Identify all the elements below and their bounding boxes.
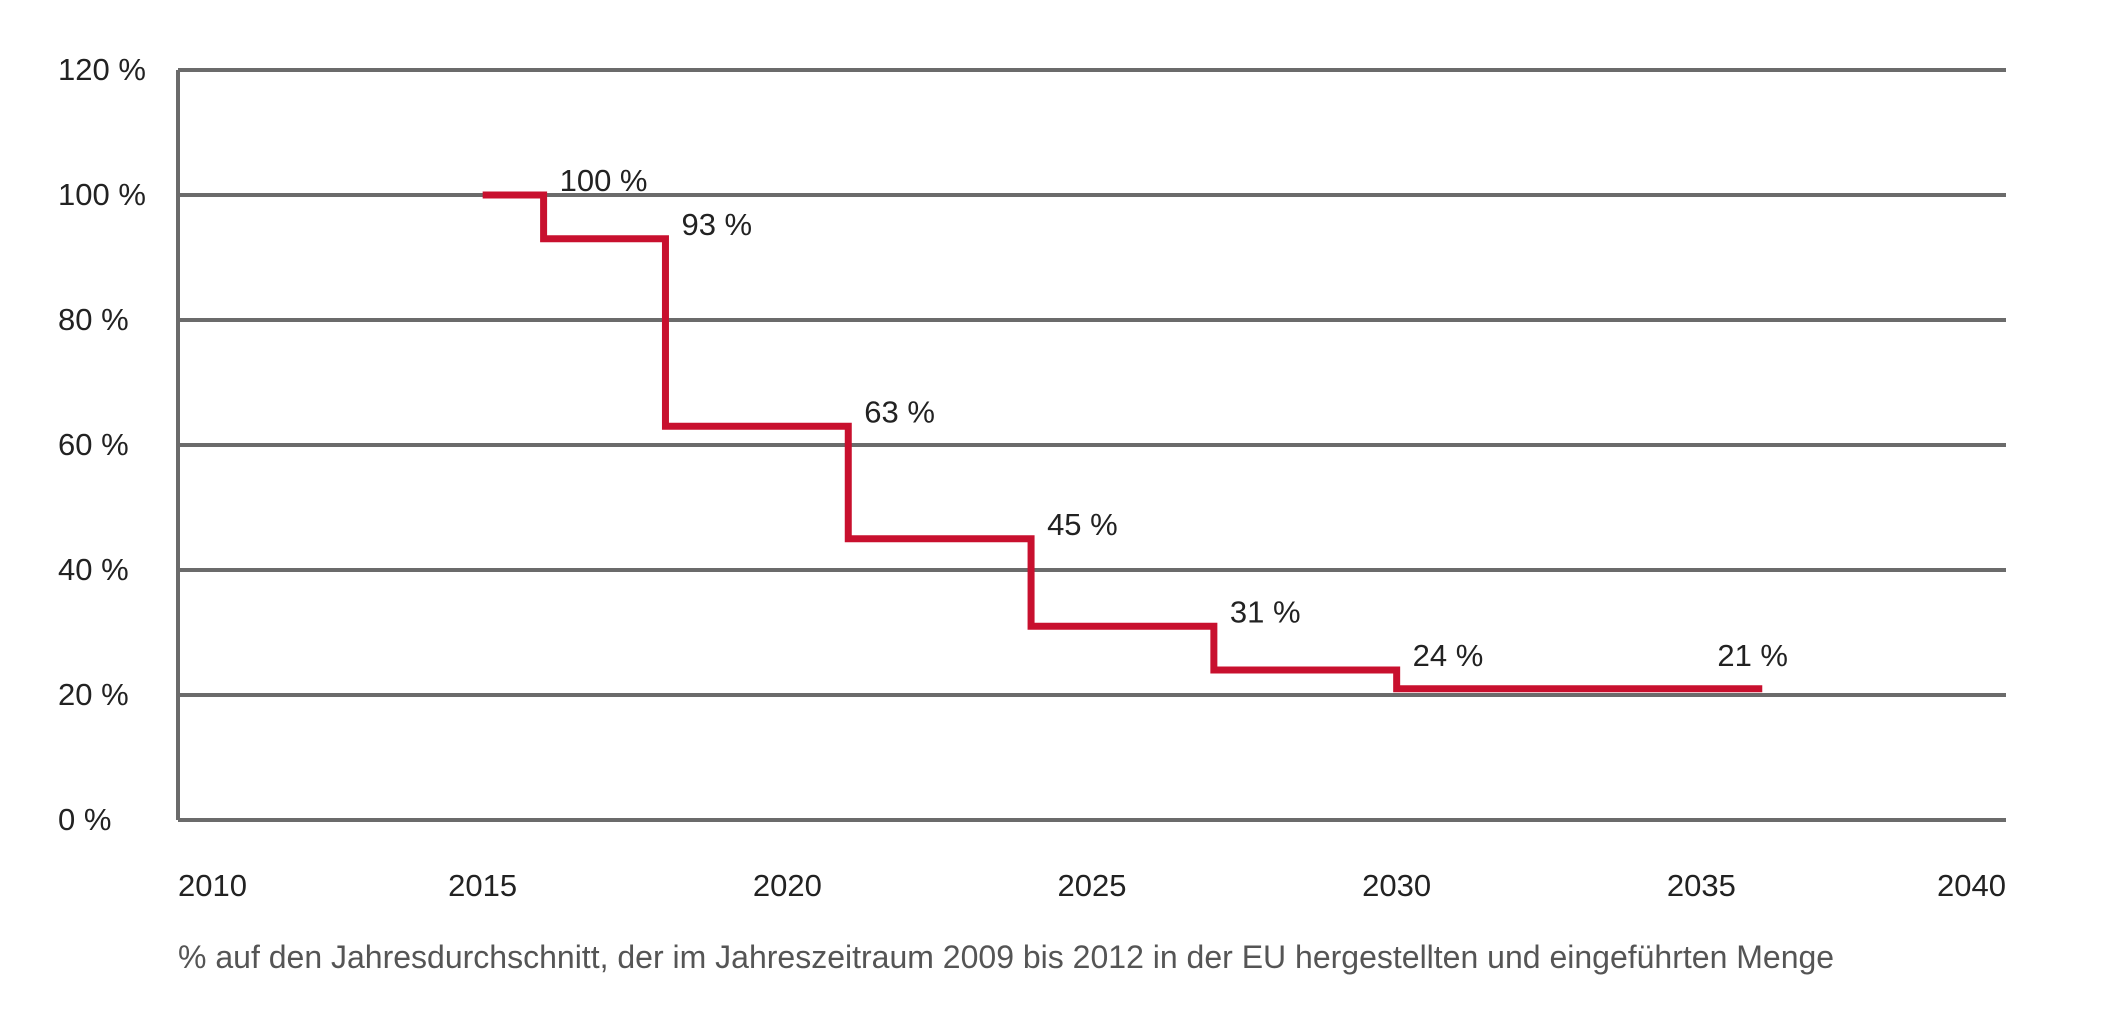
series-layer [482,191,1763,693]
y-tick-label: 40 % [58,552,129,587]
x-tick-label: 2020 [753,868,822,903]
x-axis-caption: % auf den Jahresdurchschnitt, der im Jah… [178,939,1834,975]
x-tick-label: 2025 [1058,868,1127,903]
x-tick-label: 2030 [1362,868,1431,903]
data-label: 24 % [1413,638,1484,673]
data-label: 31 % [1230,594,1301,629]
y-tick-label: 0 % [58,802,111,837]
data-label: 21 % [1717,638,1788,673]
x-tick-label: 2035 [1667,868,1736,903]
y-tick-label: 100 % [58,177,146,212]
y-tick-label: 20 % [58,677,129,712]
data-label: 100 % [560,163,648,198]
series-step-line [482,191,1763,693]
grid-layer [178,68,2006,697]
data-label: 63 % [864,394,935,429]
y-tick-label: 60 % [58,427,129,462]
data-label: 45 % [1047,507,1118,542]
axis-layer [176,70,2006,822]
x-tick-label: 2015 [448,868,517,903]
labels-layer: 0 % 20 % 40 % 60 % 80 % 100 % 120 % 2010 2015 202… [58,52,2006,903]
y-tick-label: 80 % [58,302,129,337]
data-label: 93 % [681,207,752,242]
x-tick-label: 2040 [1937,868,2006,903]
x-tick-label: 2010 [178,868,247,903]
y-tick-label: 120 % [58,52,146,87]
